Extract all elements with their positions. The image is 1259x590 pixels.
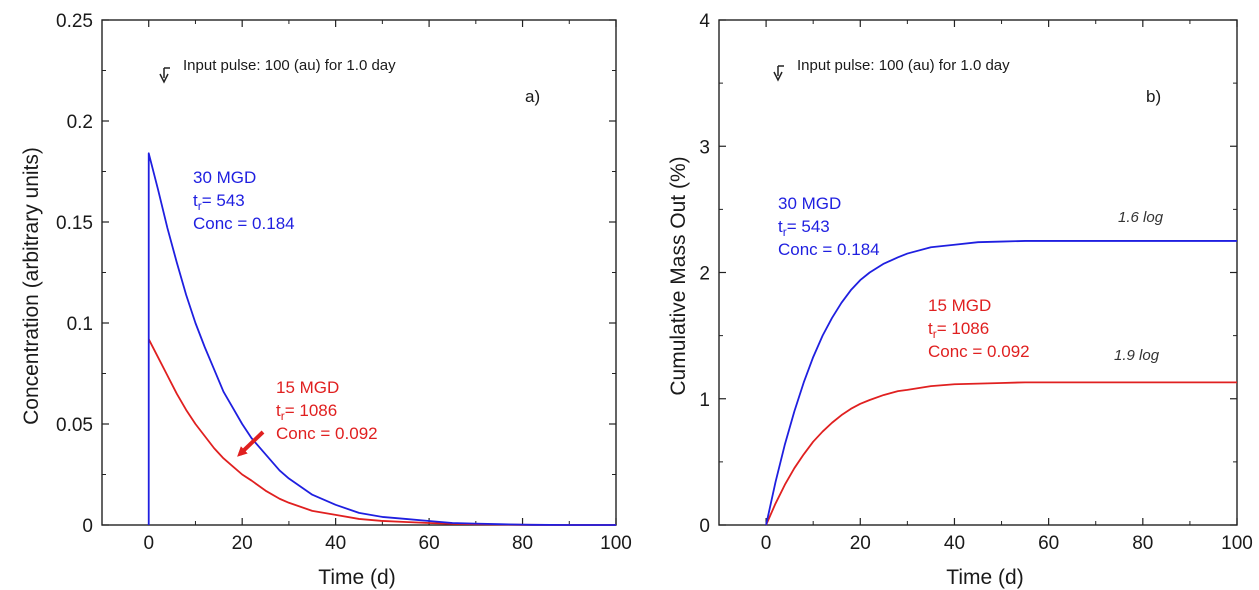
panel-a-x-tick-label-1: 20 (232, 533, 253, 554)
panel-a-y-tick-label-3: 0.15 (56, 213, 93, 234)
panel-b-x-tick-label-0: 0 (761, 533, 772, 554)
panel-a-x-tick-label-2: 40 (325, 533, 346, 554)
panel-b-y-tick-label-2: 2 (699, 264, 710, 285)
panel-a-y-tick-label-2: 0.1 (67, 314, 93, 335)
panel-b-30mgd-log-label: 1.6 log (1118, 209, 1164, 226)
panel-b-15mgd-tr: tr= 1086 (928, 319, 989, 341)
panel-b-x-tick-label-1: 20 (850, 533, 871, 554)
panel-a-series-line-0 (147, 152, 616, 526)
panel-b-15mgd-conc: Conc = 0.092 (928, 342, 1030, 361)
panel-a-ticks: 0 20 40 60 80 100 0 0.05 0.1 0.15 0.2 0.25 (56, 11, 632, 554)
panel-a-x-tick-label-0: 0 (143, 533, 154, 554)
panel-a-input-pulse-marker (159, 67, 170, 84)
panel-b-annotation-30mgd: 30 MGD tr= 543 Conc = 0.184 (778, 194, 880, 259)
panel-a-15mgd-conc: Conc = 0.092 (276, 424, 378, 443)
panel-a-y-tick-label-0: 0 (82, 516, 93, 537)
panel-b-30mgd-conc: Conc = 0.184 (778, 240, 880, 259)
panel-a-annotation-15mgd: 15 MGD tr= 1086 Conc = 0.092 (276, 378, 378, 443)
panel-b: 0 20 40 60 80 100 0 1 2 3 4 Time (d) Cumulative Ma… (667, 11, 1253, 589)
panel-a-15mgd-flow: 15 MGD (276, 378, 339, 397)
panel-b-y-axis-label: Cumulative Mass Out (%) (667, 156, 690, 395)
panel-a-15mgd-tr: tr= 1086 (276, 401, 337, 423)
panel-b-x-tick-label-3: 60 (1038, 533, 1059, 554)
panel-a-input-note: Input pulse: 100 (au) for 1.0 day (183, 57, 396, 74)
panel-b-y-tick-label-1: 1 (699, 390, 710, 411)
panel-a-30mgd-conc: Conc = 0.184 (193, 214, 295, 233)
panel-b-series (765, 240, 1237, 526)
panel-b-tag: b) (1146, 87, 1161, 106)
panel-a-y-tick-label-5: 0.25 (56, 11, 93, 32)
panel-b-15mgd-flow: 15 MGD (928, 296, 991, 315)
panel-b-series-line-1 (765, 381, 1237, 526)
panel-b-series-line-0 (765, 240, 1237, 526)
panel-a: 0 20 40 60 80 100 0 0.05 0.1 0.15 0.2 0.25 Time (d)… (20, 11, 632, 589)
panel-b-30mgd-tr: tr= 543 (778, 217, 830, 239)
panel-b-input-note: Input pulse: 100 (au) for 1.0 day (797, 57, 1010, 74)
panel-a-y-tick-label-4: 0.2 (67, 112, 93, 133)
panel-a-x-tick-label-3: 60 (419, 533, 440, 554)
panel-a-30mgd-flow: 30 MGD (193, 168, 256, 187)
panel-b-x-tick-label-2: 40 (944, 533, 965, 554)
panel-a-arrow (237, 430, 265, 457)
panel-a-tag: a) (525, 87, 540, 106)
panel-b-annotation-15mgd: 15 MGD tr= 1086 Conc = 0.092 (928, 296, 1030, 361)
panel-b-ticks: 0 20 40 60 80 100 0 1 2 3 4 (699, 11, 1252, 554)
panel-a-x-axis-label: Time (d) (318, 566, 395, 589)
panel-a-x-tick-label-4: 80 (512, 533, 533, 554)
panel-a-y-axis-label: Concentration (arbitrary units) (20, 147, 43, 425)
panel-b-y-tick-label-3: 3 (699, 137, 710, 158)
panel-b-x-axis-label: Time (d) (946, 566, 1023, 589)
panel-b-y-tick-label-4: 4 (699, 11, 710, 32)
panel-a-x-tick-label-5: 100 (600, 533, 632, 554)
panel-a-y-tick-label-1: 0.05 (56, 415, 93, 436)
panel-b-30mgd-flow: 30 MGD (778, 194, 841, 213)
panel-a-30mgd-tr: tr= 543 (193, 191, 245, 213)
panel-a-series-line-1 (147, 338, 616, 526)
panel-b-input-pulse-marker (773, 65, 784, 82)
panel-a-annotation-30mgd: 30 MGD tr= 543 Conc = 0.184 (193, 168, 295, 233)
panel-b-x-tick-label-4: 80 (1132, 533, 1153, 554)
panel-b-15mgd-log-label: 1.9 log (1114, 347, 1160, 364)
panel-b-x-tick-label-5: 100 (1221, 533, 1253, 554)
panel-b-y-tick-label-0: 0 (699, 516, 710, 537)
panel-a-series (147, 152, 616, 526)
